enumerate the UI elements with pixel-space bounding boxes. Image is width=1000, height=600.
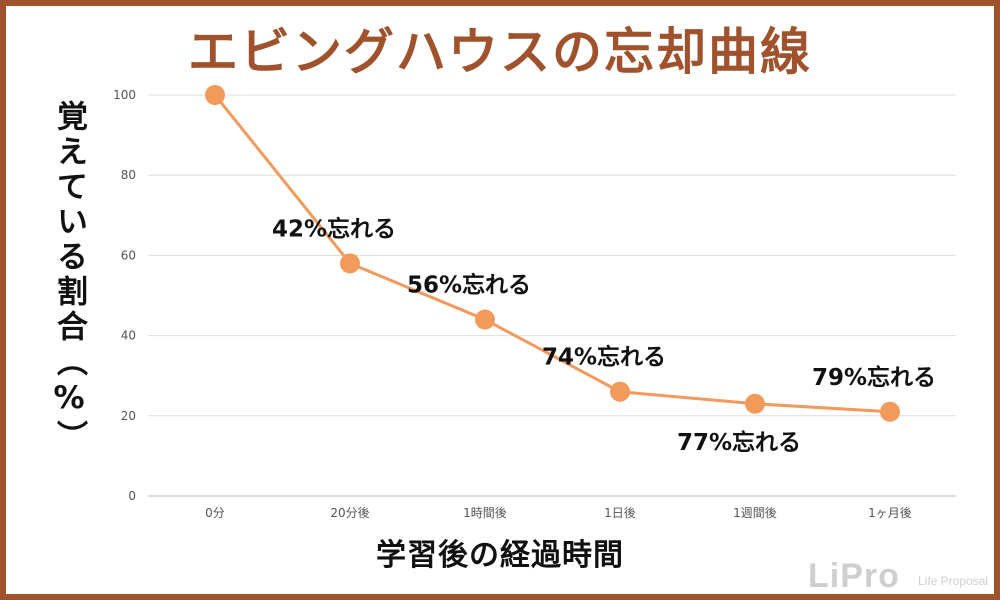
y-tick-label: 40	[121, 329, 136, 343]
x-tick-label: 0分	[205, 506, 225, 520]
data-annotation: 79%忘れる	[812, 364, 936, 391]
series-line	[213, 94, 891, 414]
chart-title: エビングハウスの忘却曲線	[188, 23, 812, 81]
data-point	[745, 393, 765, 414]
data-annotation: 77%忘れる	[677, 429, 801, 456]
data-point	[610, 381, 630, 402]
data-point	[880, 401, 900, 422]
data-point	[340, 253, 360, 274]
y-tick-label: 60	[121, 248, 136, 262]
data-annotation: 56%忘れる	[407, 272, 531, 299]
data-point	[475, 309, 495, 330]
y-axis-label: 覚えている割合（%）	[51, 100, 87, 455]
data-annotation: 42%忘れる	[272, 215, 396, 242]
brand-logo: LiPro Life Proposal	[808, 557, 993, 595]
x-tick-label: 1日後	[604, 506, 636, 520]
x-tick-label: 1ヶ月後	[868, 506, 912, 520]
x-tick-label: 20分後	[330, 506, 369, 520]
y-tick-label: 80	[121, 168, 136, 182]
data-annotation: 74%忘れる	[542, 344, 666, 371]
logo-subtext: Life Proposal	[918, 574, 989, 588]
data-point	[205, 85, 225, 105]
x-tick-label: 1週間後	[733, 506, 777, 520]
logo-text: LiPro	[808, 557, 900, 595]
y-tick-label: 20	[121, 409, 136, 423]
y-tick-label: 0	[128, 489, 136, 503]
x-tick-label: 1時間後	[463, 506, 507, 520]
x-axis-label: 学習後の経過時間	[376, 538, 624, 573]
y-tick-label: 100	[113, 88, 136, 102]
